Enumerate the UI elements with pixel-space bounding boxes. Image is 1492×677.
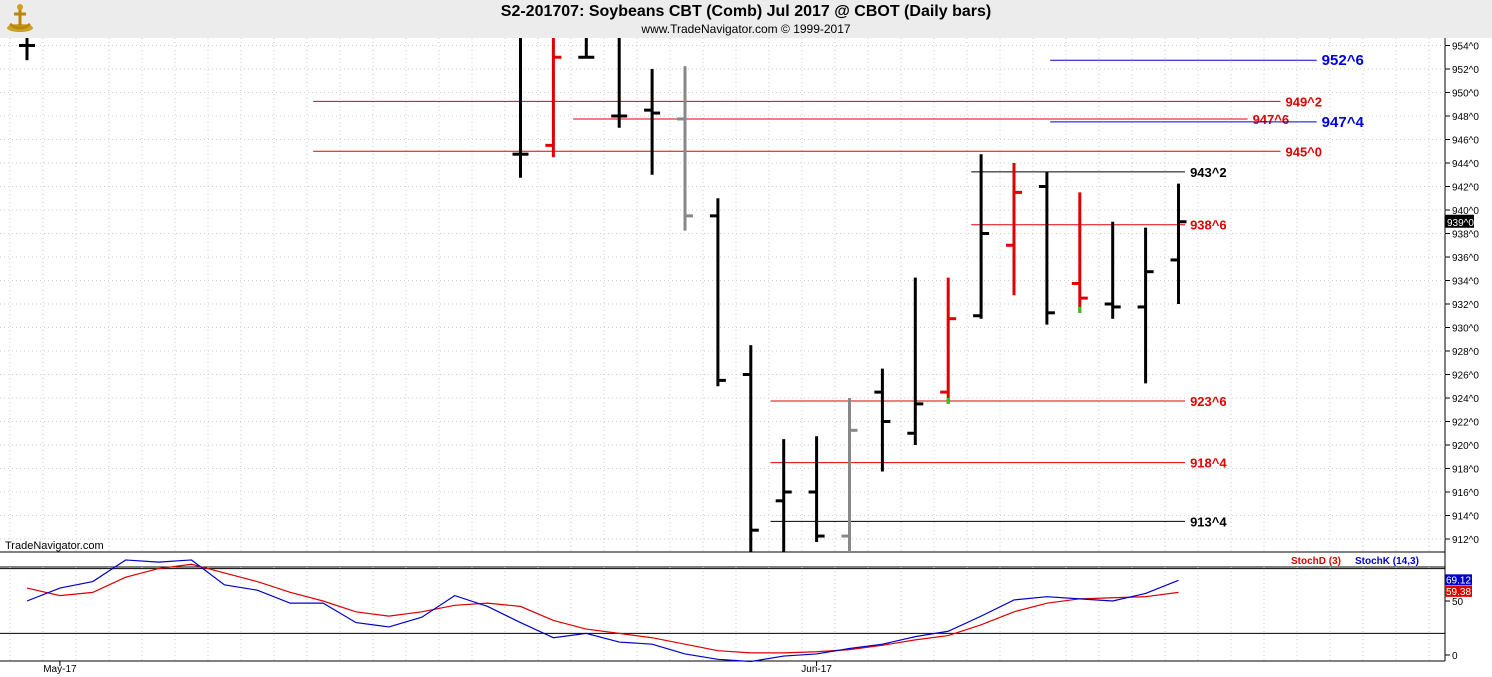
last-price-marker — [1445, 214, 1474, 228]
price-tick-label: 928^0 — [1452, 347, 1479, 358]
stochk-line — [26, 559, 1179, 663]
level-label: 952^6 — [1322, 52, 1364, 69]
price-tick-label: 912^0 — [1452, 535, 1479, 546]
chart-title: S2-201707: Soybeans CBT (Comb) Jul 2017 … — [500, 3, 992, 20]
date-axis-label: Jun-17 — [801, 664, 832, 675]
price-grid — [0, 38, 1445, 552]
date-axis-label: May-17 — [43, 664, 77, 675]
chart-frame — [0, 38, 1446, 662]
level-label: 923^6 — [1190, 394, 1227, 409]
stochd-last-label: 59.38 — [1446, 587, 1471, 598]
chart-header: S2-201707: Soybeans CBT (Comb) Jul 2017 … — [0, 0, 1492, 38]
price-bars — [19, 38, 1187, 552]
stochd-line — [26, 563, 1179, 654]
level-label: 947^6 — [1253, 112, 1290, 127]
price-tick-label: 922^0 — [1452, 418, 1479, 429]
stochastic-lines — [26, 559, 1179, 663]
price-tick-label: 940^0 — [1452, 206, 1479, 217]
stochk-last-marker — [1445, 574, 1472, 586]
level-label: 947^4 — [1322, 114, 1365, 131]
stoch-tick-label: 0 — [1452, 651, 1458, 662]
price-tick-label: 954^0 — [1452, 42, 1479, 53]
date-axis: May-17 Jun-17 — [43, 661, 832, 675]
last-price-label: 939^0 — [1447, 218, 1474, 229]
price-tick-label: 934^0 — [1452, 277, 1479, 288]
price-tick-label: 916^0 — [1452, 488, 1479, 499]
price-tick-label: 932^0 — [1452, 300, 1479, 311]
level-label: 918^4 — [1190, 456, 1227, 471]
stoch-tick-label: 50 — [1452, 597, 1464, 608]
price-tick-label: 926^0 — [1452, 371, 1479, 382]
price-tick-label: 944^0 — [1452, 159, 1479, 170]
level-label: 949^2 — [1285, 94, 1322, 109]
price-tick-label: 936^0 — [1452, 253, 1479, 264]
stochastic-grid — [0, 567, 1445, 661]
price-tick-label: 918^0 — [1452, 465, 1479, 476]
level-label: 943^2 — [1190, 165, 1227, 180]
price-tick-label: 938^0 — [1452, 230, 1479, 241]
stochd-last-marker — [1445, 585, 1472, 597]
level-label: 945^0 — [1285, 144, 1322, 159]
copyright-text: www.TradeNavigator.com © 1999-2017 — [641, 22, 851, 36]
price-tick-label: 930^0 — [1452, 324, 1479, 335]
level-label: 913^4 — [1190, 514, 1227, 529]
price-tick-label: 948^0 — [1452, 112, 1479, 123]
legend-stochd: StochD (3) — [1291, 556, 1341, 567]
stochk-last-label: 69.12 — [1446, 575, 1471, 586]
price-tick-label: 920^0 — [1452, 441, 1479, 452]
price-tick-label: 924^0 — [1452, 394, 1479, 405]
legend-stochk: StochK (14,3) — [1355, 556, 1419, 567]
price-axis: 912^0 914^0 916^0 918^0 920^0 922^0 924^0 926^0… — [1445, 42, 1479, 546]
level-label: 938^6 — [1190, 218, 1227, 233]
price-tick-label: 952^0 — [1452, 65, 1479, 76]
trade-navigator-logo-icon[interactable] — [4, 2, 36, 34]
price-tick-label: 942^0 — [1452, 183, 1479, 194]
price-tick-label: 946^0 — [1452, 136, 1479, 147]
price-tick-label: 950^0 — [1452, 89, 1479, 100]
watermark-label: TradeNavigator.com — [5, 540, 104, 552]
price-tick-label: 914^0 — [1452, 512, 1479, 523]
